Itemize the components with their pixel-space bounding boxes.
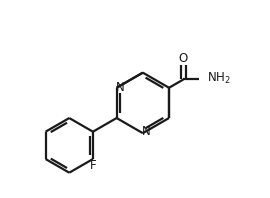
Text: NH$_2$: NH$_2$: [207, 71, 230, 87]
Text: F: F: [90, 159, 96, 172]
Text: O: O: [179, 52, 188, 65]
Text: N: N: [116, 81, 124, 94]
Text: N: N: [142, 125, 151, 138]
